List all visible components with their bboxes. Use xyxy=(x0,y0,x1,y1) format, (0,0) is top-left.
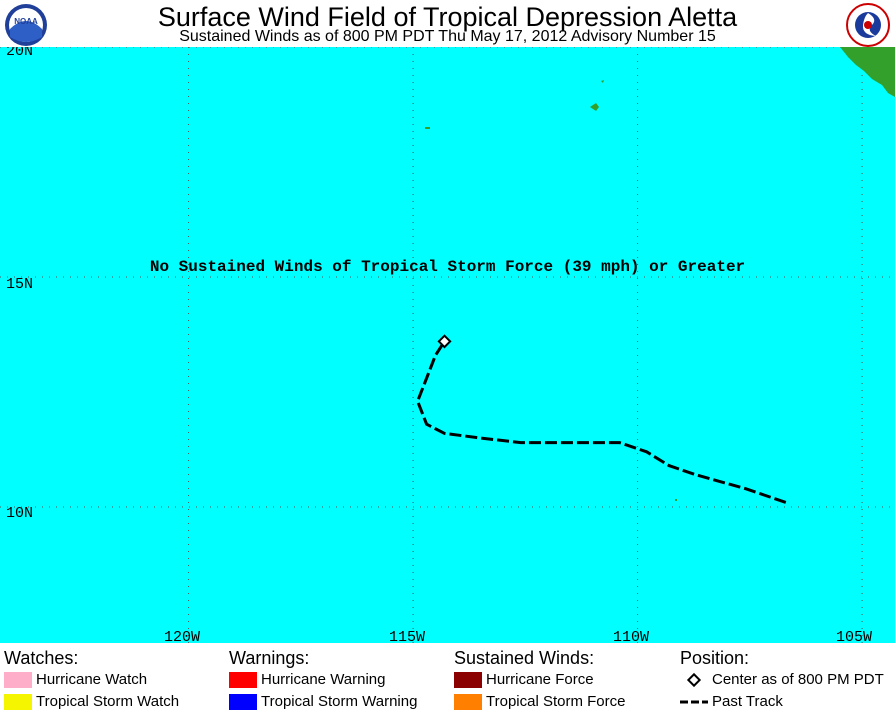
legend-label: Hurricane Watch xyxy=(36,671,148,688)
legend-label: Hurricane Force xyxy=(486,671,594,688)
island-clipperton xyxy=(675,499,677,501)
legend-heading-winds: Sustained Winds: xyxy=(454,648,595,668)
landmass xyxy=(425,47,895,501)
lon-label-120w: 120W xyxy=(164,629,201,643)
swatch-tropical-storm-watch xyxy=(4,694,32,710)
legend-position: Position: Center as of 800 PM PDT Past T… xyxy=(680,647,884,713)
noaa-logo: NOAA xyxy=(5,4,47,46)
swatch-hurricane-force xyxy=(454,672,482,688)
lat-label-15n: 15N xyxy=(6,276,34,293)
legend-label: Hurricane Warning xyxy=(261,671,386,688)
legend-warnings: Warnings: Hurricane Warning Tropical Sto… xyxy=(229,647,417,713)
legend-label: Tropical Storm Watch xyxy=(36,693,180,710)
legend-watches: Watches: Hurricane Watch Tropical Storm … xyxy=(4,647,179,713)
legend-heading-position: Position: xyxy=(680,648,750,668)
legend-label: Center as of 800 PM PDT xyxy=(712,671,884,688)
map: 20N 15N 10N 120W 115W 110W 105W No Susta… xyxy=(0,47,895,643)
island-san-benedicto xyxy=(601,80,604,83)
legend-label: Past Track xyxy=(712,693,783,710)
lon-label-115w: 115W xyxy=(389,629,426,643)
lon-label-105w: 105W xyxy=(836,629,873,643)
legend-item-tropical-storm-watch: Tropical Storm Watch xyxy=(4,691,179,713)
storm-center-marker xyxy=(437,334,452,349)
page-title: Surface Wind Field of Tropical Depressio… xyxy=(157,2,738,32)
nws-logo xyxy=(846,3,890,47)
diamond-icon xyxy=(686,672,702,688)
legend-label: Tropical Storm Warning xyxy=(261,693,418,710)
legend-item-tropical-storm-warning: Tropical Storm Warning xyxy=(229,691,417,713)
svg-text:NOAA: NOAA xyxy=(14,17,38,26)
island-socorro xyxy=(590,103,599,111)
legend-item-center: Center as of 800 PM PDT xyxy=(680,669,884,691)
swatch-hurricane-warning xyxy=(229,672,257,688)
swatch-hurricane-watch xyxy=(4,672,32,688)
legend-item-tropical-storm-force: Tropical Storm Force xyxy=(454,691,625,713)
island-clarion xyxy=(425,127,430,129)
lon-label-110w: 110W xyxy=(613,629,650,643)
swatch-tropical-storm-warning xyxy=(229,694,257,710)
legend-heading-warnings: Warnings: xyxy=(229,648,310,668)
page-subtitle: Sustained Winds as of 800 PM PDT Thu May… xyxy=(179,28,716,45)
legend: Watches: Hurricane Watch Tropical Storm … xyxy=(0,643,895,716)
lat-label-20n: 20N xyxy=(6,47,34,60)
lat-label-10n: 10N xyxy=(6,505,34,522)
map-canvas xyxy=(0,47,895,643)
legend-item-hurricane-force: Hurricane Force xyxy=(454,669,594,691)
legend-item-past-track: Past Track xyxy=(680,691,783,713)
mexico-coast xyxy=(840,47,895,97)
legend-label: Tropical Storm Force xyxy=(486,693,626,710)
header: NOAA Surface Wind Field of Tropical Depr… xyxy=(0,0,895,47)
no-winds-message: No Sustained Winds of Tropical Storm For… xyxy=(149,258,746,276)
legend-heading-watches: Watches: xyxy=(4,648,79,668)
past-track-line xyxy=(415,340,787,504)
swatch-tropical-storm-force xyxy=(454,694,482,710)
legend-winds: Sustained Winds: Hurricane Force Tropica… xyxy=(454,647,625,713)
legend-item-hurricane-watch: Hurricane Watch xyxy=(4,669,147,691)
legend-item-hurricane-warning: Hurricane Warning xyxy=(229,669,386,691)
dashed-line-icon xyxy=(680,700,708,704)
